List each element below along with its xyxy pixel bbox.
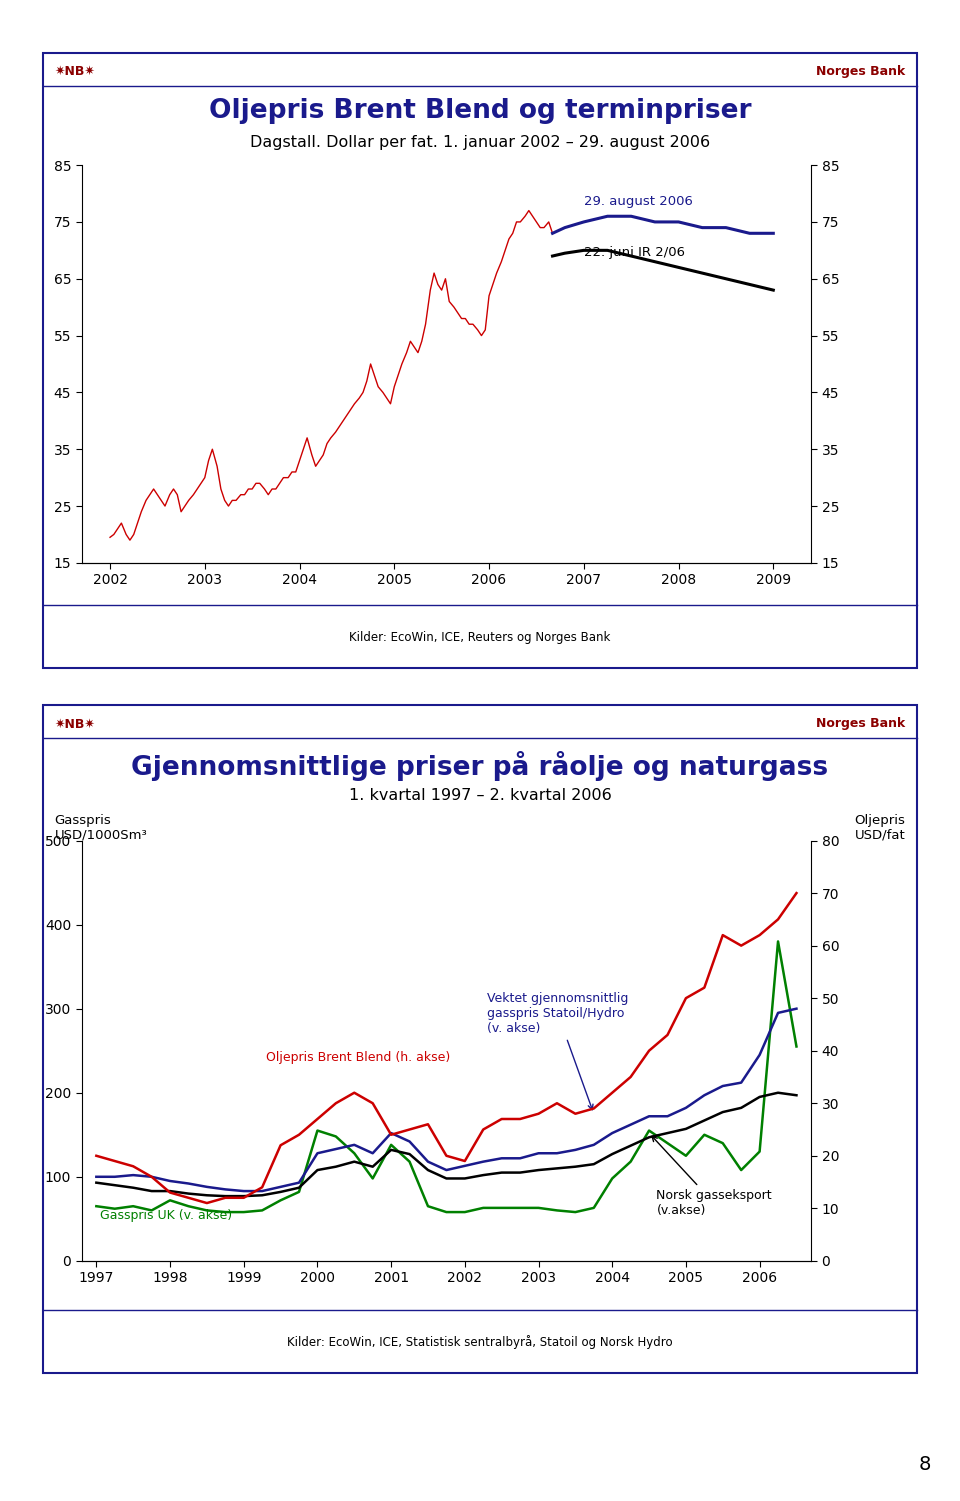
Text: 1. kvartal 1997 – 2. kvartal 2006: 1. kvartal 1997 – 2. kvartal 2006 bbox=[348, 788, 612, 803]
Text: Oljepris Brent Blend og terminpriser: Oljepris Brent Blend og terminpriser bbox=[208, 98, 752, 123]
Text: Kilder: EcoWin, ICE, Statistisk sentralbyrå, Statoil og Norsk Hydro: Kilder: EcoWin, ICE, Statistisk sentralb… bbox=[287, 1336, 673, 1349]
Text: Norges Bank: Norges Bank bbox=[816, 717, 905, 731]
Text: Oljepris
USD/fat: Oljepris USD/fat bbox=[854, 814, 905, 842]
Text: 22. juni IR 2/06: 22. juni IR 2/06 bbox=[584, 246, 684, 258]
Text: 29. august 2006: 29. august 2006 bbox=[584, 195, 693, 207]
Text: 8: 8 bbox=[919, 1454, 931, 1474]
Text: Kilder: EcoWin, ICE, Reuters og Norges Bank: Kilder: EcoWin, ICE, Reuters og Norges B… bbox=[349, 630, 611, 644]
Text: Vektet gjennomsnittlig
gasspris Statoil/Hydro
(v. akse): Vektet gjennomsnittlig gasspris Statoil/… bbox=[487, 992, 628, 1109]
Text: Norges Bank: Norges Bank bbox=[816, 65, 905, 78]
Text: ✷NB✷: ✷NB✷ bbox=[55, 717, 96, 731]
Text: Gjennomsnittlige priser på råolje og naturgass: Gjennomsnittlige priser på råolje og nat… bbox=[132, 750, 828, 781]
Text: Gasspris UK (v. akse): Gasspris UK (v. akse) bbox=[100, 1208, 232, 1222]
Text: Dagstall. Dollar per fat. 1. januar 2002 – 29. august 2006: Dagstall. Dollar per fat. 1. januar 2002… bbox=[250, 135, 710, 150]
Text: Oljepris Brent Blend (h. akse): Oljepris Brent Blend (h. akse) bbox=[266, 1051, 450, 1064]
Text: ✷NB✷: ✷NB✷ bbox=[55, 65, 96, 78]
Text: Norsk gasseksport
(v.akse): Norsk gasseksport (v.akse) bbox=[652, 1136, 772, 1217]
Text: Gasspris
USD/1000Sm³: Gasspris USD/1000Sm³ bbox=[55, 814, 148, 842]
